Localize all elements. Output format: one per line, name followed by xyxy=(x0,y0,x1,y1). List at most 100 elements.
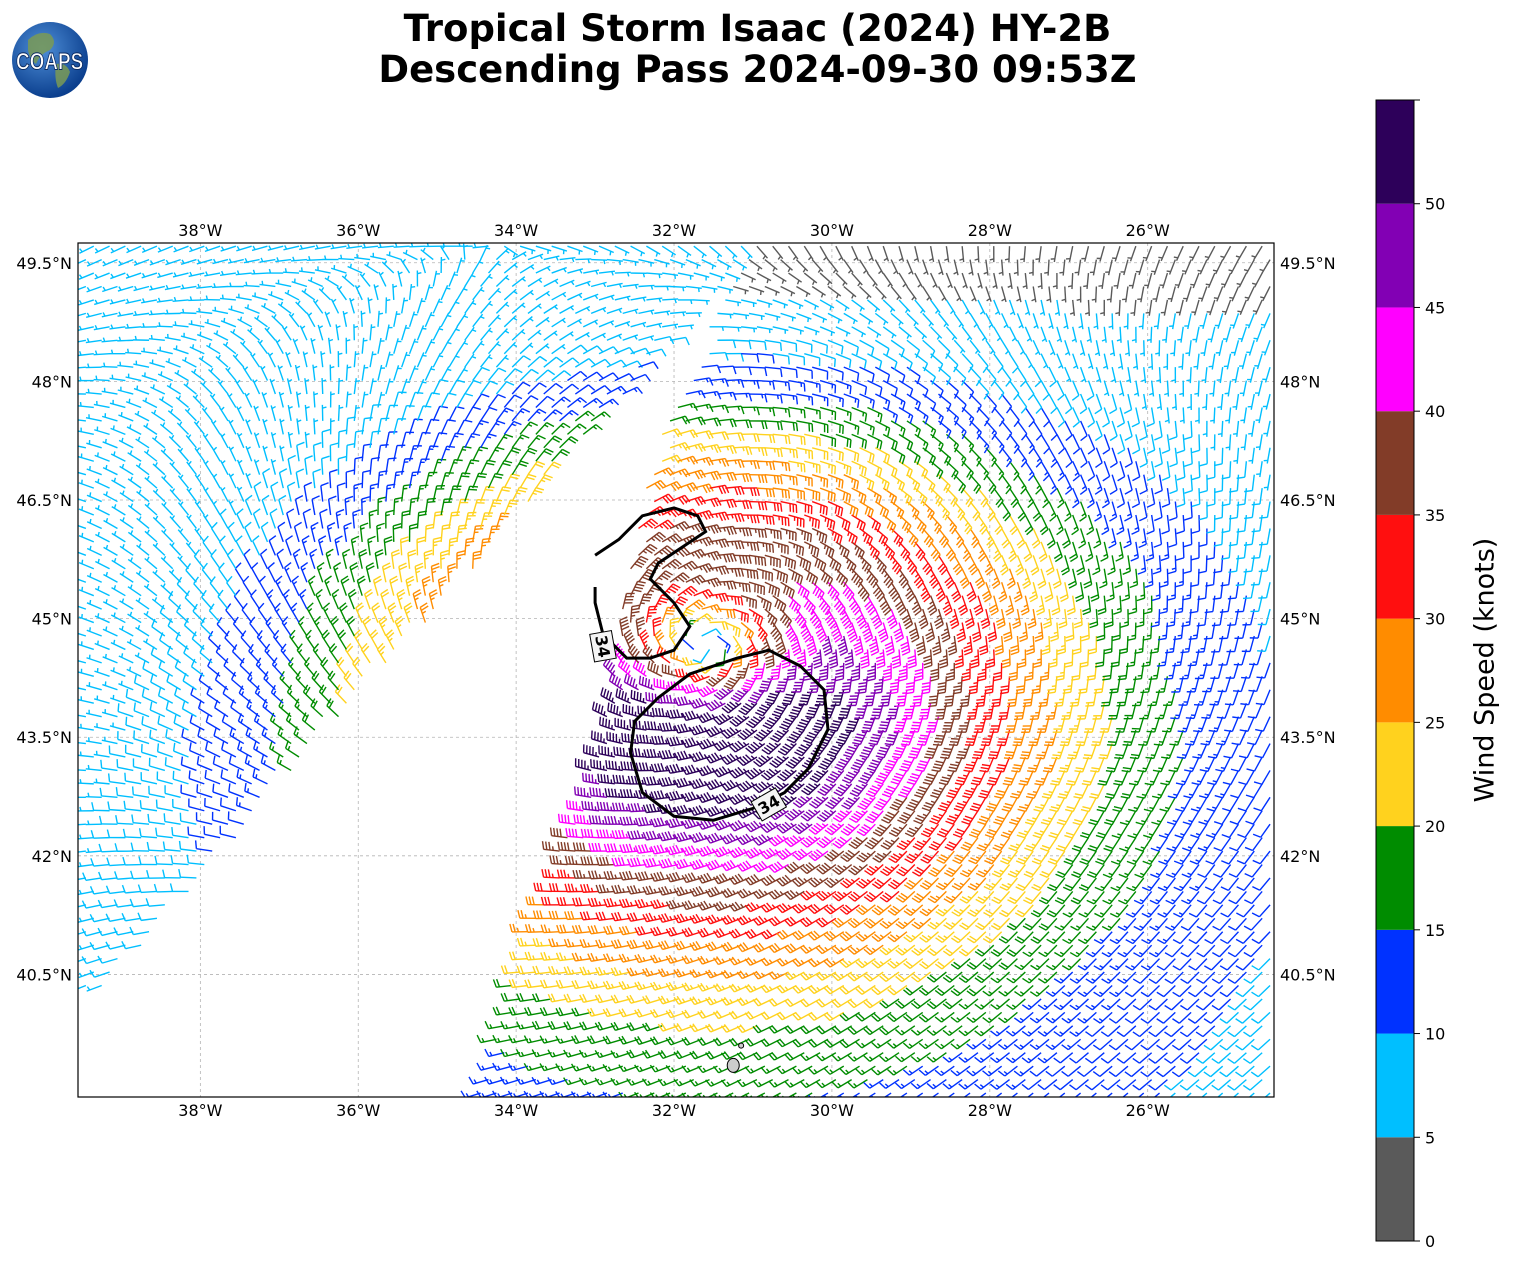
wind-barb xyxy=(934,1038,955,1050)
wind-barb xyxy=(500,965,521,975)
wind-barb xyxy=(776,929,797,940)
wind-barb xyxy=(855,1065,876,1076)
wind-barb xyxy=(855,958,876,969)
wind-barb xyxy=(1101,944,1121,958)
wind-barb xyxy=(1251,931,1271,944)
wind-barb xyxy=(548,938,568,948)
wind-barb xyxy=(887,1038,908,1049)
wind-barb xyxy=(1061,1038,1082,1051)
wind-barb xyxy=(847,1079,868,1089)
wind-barb xyxy=(539,1007,560,1017)
wind-barb xyxy=(823,1038,845,1049)
wind-barb xyxy=(1180,998,1200,1011)
wind-barb xyxy=(509,923,528,933)
wind-barb xyxy=(942,971,963,983)
wind-barb xyxy=(689,913,710,924)
wind-barb xyxy=(982,1038,1003,1050)
wind-barb xyxy=(910,1052,931,1063)
lon-tick-label: 32°W xyxy=(652,221,696,240)
wind-barb xyxy=(1124,1038,1145,1051)
wind-barb xyxy=(887,984,908,996)
wind-barb xyxy=(894,1079,916,1090)
wind-barb xyxy=(516,992,536,1003)
wind-barb xyxy=(1122,1092,1129,1097)
wind-barb xyxy=(823,930,845,942)
lon-tick-label: 26°W xyxy=(1126,1101,1170,1120)
wind-barb xyxy=(950,984,971,997)
wind-barb xyxy=(799,998,821,1008)
wind-barb xyxy=(603,925,623,935)
wind-barb xyxy=(982,984,1003,997)
wind-barb xyxy=(879,1079,900,1089)
wind-barb xyxy=(1232,1092,1239,1097)
wind-barb xyxy=(1217,1092,1224,1097)
wind-barb xyxy=(910,1079,931,1090)
wind-barb xyxy=(879,1052,900,1063)
colorbar-bin xyxy=(1376,1033,1414,1138)
wind-barb xyxy=(1171,1065,1192,1078)
wind-barb xyxy=(1109,931,1129,945)
wind-barb xyxy=(657,940,679,951)
wind-barb xyxy=(1045,984,1066,997)
wind-barb xyxy=(618,980,639,991)
wind-barb xyxy=(1117,971,1137,984)
wind-barb xyxy=(555,952,576,962)
wind-barb xyxy=(744,1037,766,1047)
wind-barb xyxy=(642,912,663,923)
wind-barb xyxy=(105,941,126,950)
wind-barb xyxy=(1125,931,1145,945)
wind-barb xyxy=(594,1021,616,1031)
wind-barb xyxy=(1069,1025,1089,1037)
wind-barb xyxy=(1085,1025,1105,1037)
wind-barb xyxy=(1137,1092,1145,1097)
wind-barb xyxy=(958,1079,979,1090)
wind-barb xyxy=(974,998,995,1010)
wind-barb xyxy=(760,1065,781,1075)
wind-barb xyxy=(792,1038,813,1048)
wind-barb xyxy=(871,1065,892,1076)
colorbar-tick-label: 20 xyxy=(1425,817,1445,836)
wind-barb xyxy=(982,931,1003,944)
wind-barb xyxy=(1180,944,1200,958)
lon-ticks-bottom: 38°W 36°W 34°W 32°W 30°W 28°W 26°W xyxy=(178,1101,1170,1120)
wind-barb xyxy=(539,1035,560,1044)
wind-barb xyxy=(784,1025,805,1034)
wind-barb xyxy=(815,971,837,981)
lat-tick-label: 42°N xyxy=(1280,847,1320,866)
wind-barb xyxy=(1022,971,1042,984)
wind-barb xyxy=(958,1025,979,1037)
wind-barb xyxy=(1125,958,1145,971)
wind-barb xyxy=(1037,1052,1058,1064)
wind-barb xyxy=(831,944,853,955)
wind-barb xyxy=(1061,1011,1082,1024)
wind-barb xyxy=(476,1062,497,1071)
wind-barb xyxy=(911,944,932,956)
wind-barb xyxy=(1093,984,1113,998)
wind-barb xyxy=(697,927,718,938)
wind-barb xyxy=(871,1092,892,1097)
colorbar-bin xyxy=(1376,203,1414,308)
wind-barb xyxy=(942,1025,963,1037)
wind-barb xyxy=(524,924,544,933)
wind-barb xyxy=(1211,1025,1232,1038)
wind-barb xyxy=(531,993,552,1003)
wind-barb xyxy=(918,1011,939,1023)
wind-barb xyxy=(578,1021,600,1031)
wind-barb xyxy=(579,966,600,976)
wind-barb xyxy=(1116,1079,1137,1091)
wind-barb xyxy=(950,1011,971,1023)
wind-barb xyxy=(500,1021,521,1030)
wind-barb xyxy=(768,916,789,927)
wind-barb xyxy=(1235,958,1255,971)
wind-barb xyxy=(1203,1065,1224,1078)
wind-barb xyxy=(720,1051,742,1060)
wind-barb xyxy=(1100,1079,1121,1091)
wind-barb xyxy=(1187,1038,1208,1051)
wind-barb xyxy=(1179,1052,1200,1064)
wind-barb xyxy=(934,984,955,997)
wind-barb xyxy=(81,928,102,937)
wind-barb xyxy=(1014,984,1034,997)
wind-barb xyxy=(1243,971,1263,984)
wind-barb xyxy=(792,958,813,968)
wind-barb xyxy=(997,1065,1018,1077)
